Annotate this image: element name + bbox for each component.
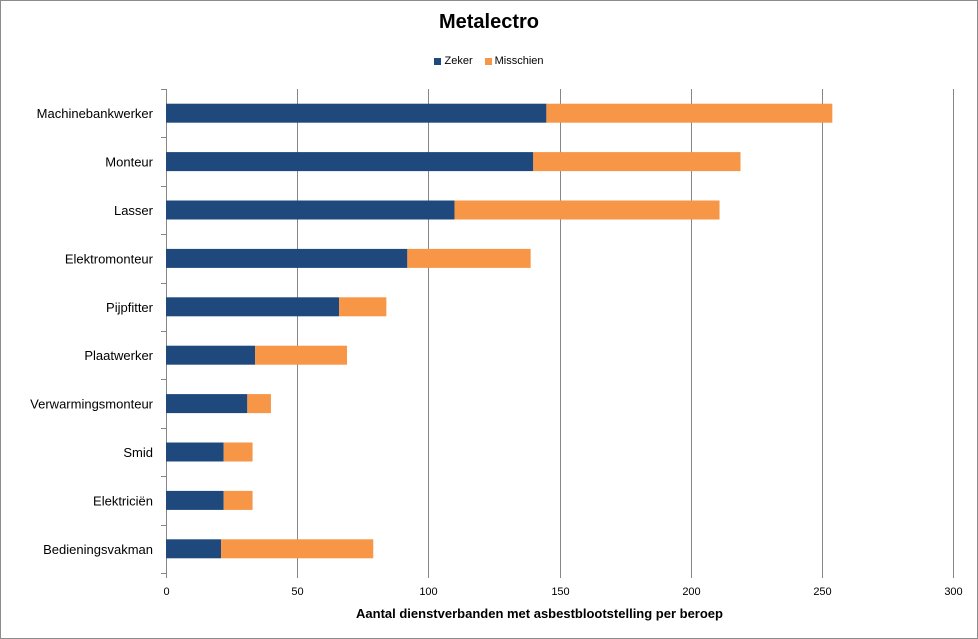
- x-tick-label-200: 200: [682, 586, 700, 598]
- bar-misschien-elektrici-n: [223, 490, 253, 510]
- legend-swatch-misschien: [484, 57, 492, 65]
- category-label-smid: Smid: [123, 445, 153, 460]
- x-tick-label-100: 100: [419, 586, 437, 598]
- bar-misschien-lasser: [454, 200, 720, 220]
- bar-zeker-elektromonteur: [166, 248, 408, 268]
- category-label-verwarmingsmonteur: Verwarmingsmonteur: [30, 397, 153, 412]
- category-label-pijpfitter: Pijpfitter: [106, 300, 154, 315]
- bar-zeker-pijpfitter: [166, 297, 340, 317]
- category-label-elektrici-n: Elektriciën: [93, 493, 153, 508]
- bar-misschien-smid: [223, 442, 253, 462]
- legend: Zeker Misschien: [1, 55, 977, 67]
- legend-item-misschien: Misschien: [484, 55, 544, 67]
- bar-misschien-elektromonteur: [407, 248, 531, 268]
- chart-title: Metalectro: [438, 11, 540, 33]
- x-axis-title: Aantal dienstverbanden met asbestblootst…: [356, 606, 723, 621]
- bar-zeker-plaatwerker: [166, 345, 256, 365]
- bar-zeker-lasser: [166, 200, 455, 220]
- legend-swatch-zeker: [434, 57, 442, 65]
- bar-zeker-machinebankwerker: [166, 103, 547, 123]
- category-label-monteur: Monteur: [105, 155, 153, 170]
- legend-item-zeker: Zeker: [434, 55, 473, 67]
- x-tick-label-250: 250: [813, 586, 831, 598]
- bar-misschien-bedieningsvakman: [221, 539, 374, 559]
- bar-zeker-monteur: [166, 152, 534, 172]
- x-tick-label-150: 150: [551, 586, 569, 598]
- category-label-lasser: Lasser: [114, 203, 154, 218]
- bar-zeker-smid: [166, 442, 224, 462]
- x-tick-label-300: 300: [944, 586, 962, 598]
- bar-misschien-verwarmingsmonteur: [247, 394, 271, 414]
- x-tick-label-0: 0: [163, 586, 169, 598]
- category-label-machinebankwerker: Machinebankwerker: [37, 106, 154, 121]
- x-tick-label-50: 50: [291, 586, 303, 598]
- bar-zeker-bedieningsvakman: [166, 539, 222, 559]
- category-label-bedieningsvakman: Bedieningsvakman: [43, 542, 153, 557]
- legend-label-zeker: Zeker: [444, 55, 473, 67]
- category-label-plaatwerker: Plaatwerker: [84, 348, 153, 363]
- bar-zeker-elektrici-n: [166, 490, 224, 510]
- bar-misschien-machinebankwerker: [546, 103, 833, 123]
- bar-misschien-pijpfitter: [339, 297, 387, 317]
- bar-misschien-plaatwerker: [255, 345, 348, 365]
- bar-zeker-verwarmingsmonteur: [166, 394, 248, 414]
- category-label-elektromonteur: Elektromonteur: [65, 251, 154, 266]
- legend-label-misschien: Misschien: [494, 55, 544, 67]
- bar-misschien-monteur: [533, 152, 741, 172]
